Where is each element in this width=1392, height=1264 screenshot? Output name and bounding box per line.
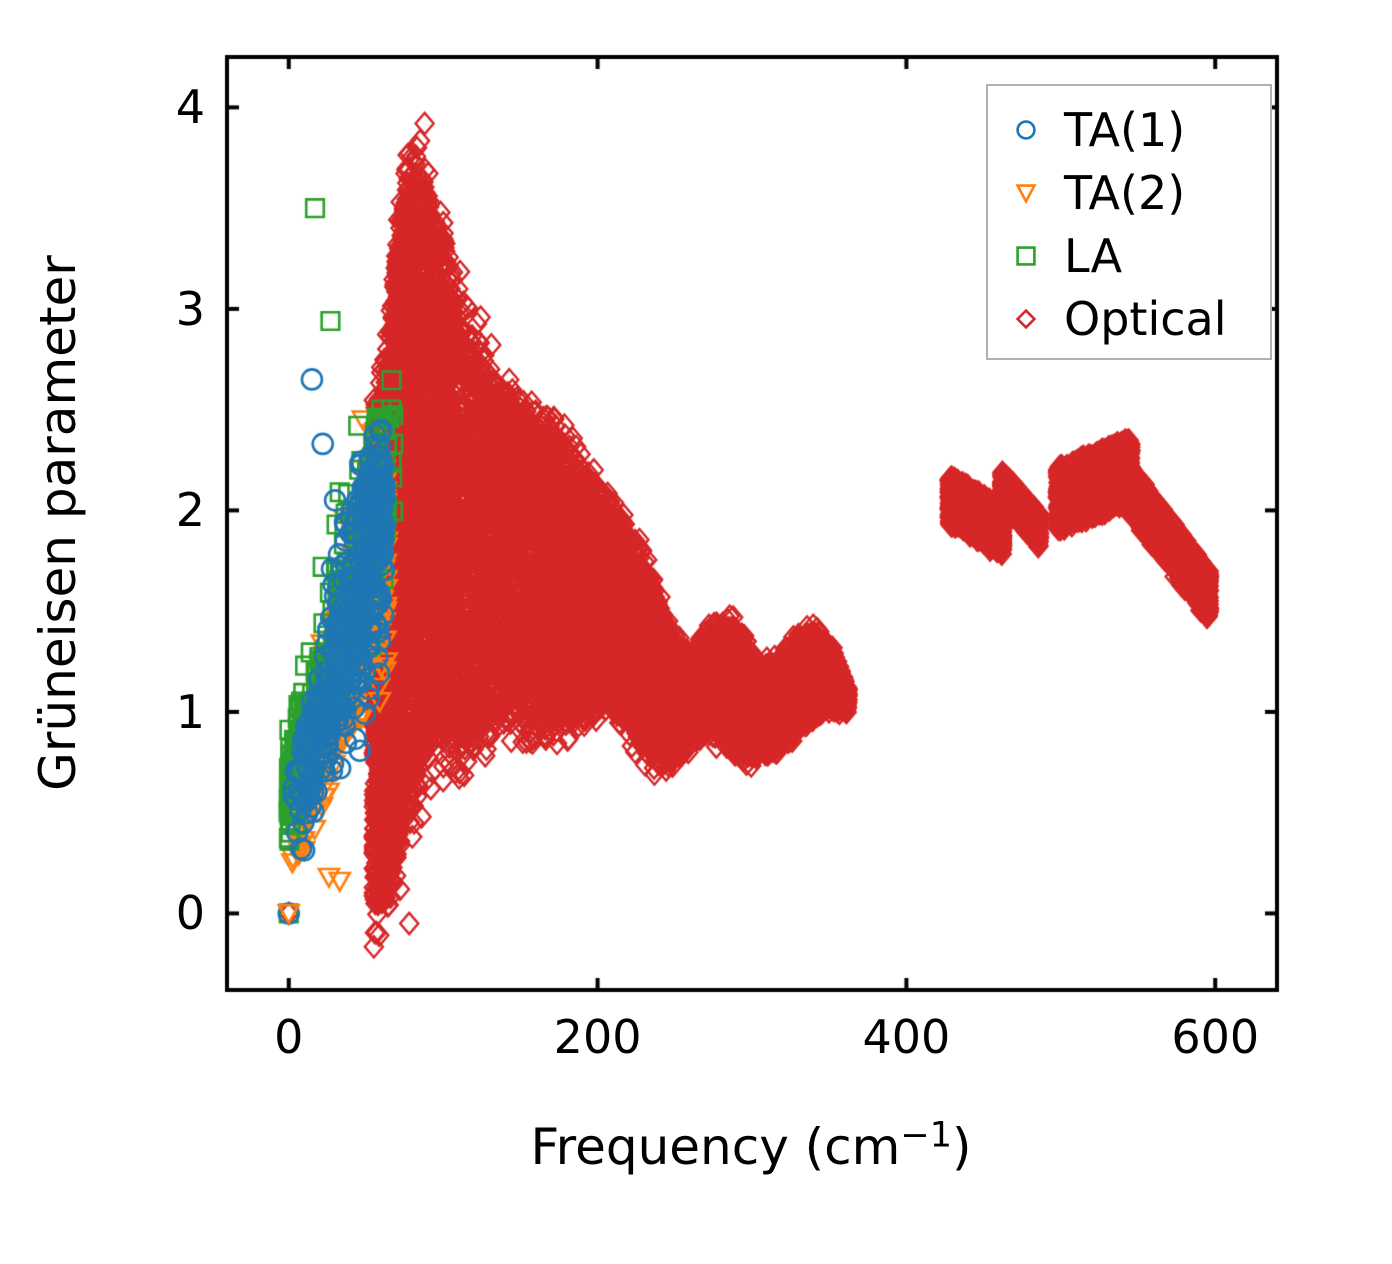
scatter-plot-canvas [0, 0, 1392, 1264]
